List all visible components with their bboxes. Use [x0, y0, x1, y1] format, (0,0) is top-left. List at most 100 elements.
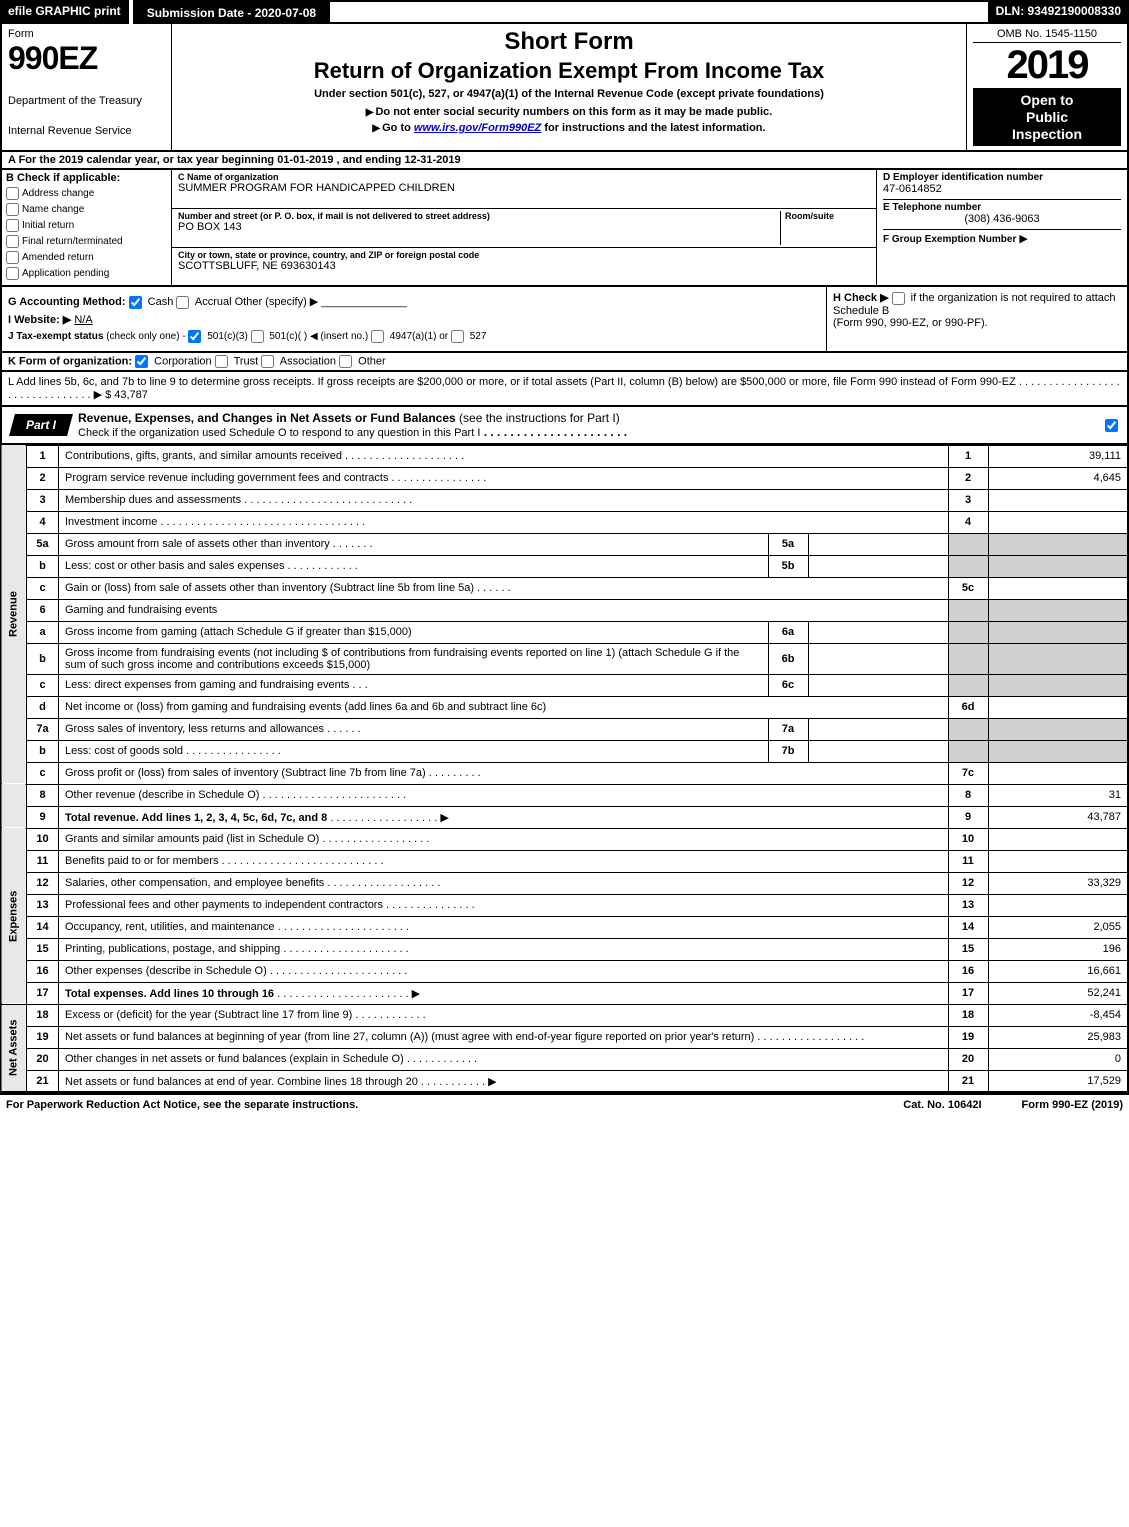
section-c: C Name of organization SUMMER PROGRAM FO… — [172, 170, 877, 285]
tel-value: (308) 436-9063 — [883, 213, 1121, 225]
dept-treasury: Department of the Treasury — [8, 95, 165, 107]
form-number: 990EZ — [8, 40, 165, 77]
org-address: PO BOX 143 — [178, 221, 780, 233]
chk-application-pending[interactable]: Application pending — [6, 267, 167, 280]
line5b-value — [808, 555, 948, 577]
chk-association[interactable] — [261, 355, 274, 368]
part1-check-line: Check if the organization used Schedule … — [78, 427, 480, 439]
expenses-sidelabel: Expenses — [1, 828, 27, 1004]
revenue-sidelabel: Revenue — [1, 445, 27, 784]
arrow-icon: ▶ — [1019, 233, 1027, 245]
g-label: G Accounting Method: — [8, 296, 126, 308]
irs-link[interactable]: www.irs.gov/Form990EZ — [414, 122, 541, 134]
ein-value: 47-0614852 — [883, 183, 1121, 195]
netassets-sidelabel: Net Assets — [1, 1004, 27, 1092]
line10-value — [988, 828, 1128, 850]
chk-final-return[interactable]: Final return/terminated — [6, 235, 167, 248]
top-bar: efile GRAPHIC print Submission Date - 20… — [0, 0, 1129, 24]
form-word: Form — [8, 28, 165, 40]
chk-4947[interactable] — [371, 330, 384, 343]
line6b-value — [808, 643, 948, 674]
header-center: Short Form Return of Organization Exempt… — [172, 24, 967, 150]
org-name: SUMMER PROGRAM FOR HANDICAPPED CHILDREN — [178, 182, 870, 194]
chk-501c[interactable] — [251, 330, 264, 343]
k-label: K Form of organization: — [8, 355, 132, 367]
h-sub: (Form 990, 990-EZ, or 990-PF). — [833, 317, 988, 329]
line13-value — [988, 894, 1128, 916]
section-b-header: B Check if applicable: — [6, 172, 167, 184]
line11-value — [988, 850, 1128, 872]
chk-527[interactable] — [451, 330, 464, 343]
chk-initial-return[interactable]: Initial return — [6, 219, 167, 232]
line7c-value — [988, 762, 1128, 784]
gh-row: G Accounting Method: Cash Accrual Other … — [0, 287, 1129, 353]
city-label: City or town, state or province, country… — [178, 250, 870, 260]
line20-value: 0 — [988, 1048, 1128, 1070]
line15-value: 196 — [988, 938, 1128, 960]
chk-schedule-o[interactable] — [1105, 419, 1118, 432]
section-b: B Check if applicable: Address change Na… — [2, 170, 172, 285]
line18-value: -8,454 — [988, 1004, 1128, 1026]
line2-value: 4,645 — [988, 467, 1128, 489]
section-k: K Form of organization: Corporation Trus… — [0, 353, 1129, 372]
line1-value: 39,111 — [988, 445, 1128, 467]
part1-title: Revenue, Expenses, and Changes in Net As… — [70, 407, 1105, 443]
chk-amended-return[interactable]: Amended return — [6, 251, 167, 264]
page-footer: For Paperwork Reduction Act Notice, see … — [0, 1093, 1129, 1115]
line4-value — [988, 511, 1128, 533]
line8-value: 31 — [988, 784, 1128, 806]
line3-value — [988, 489, 1128, 511]
efile-label[interactable]: efile GRAPHIC print — [0, 0, 129, 24]
part1-table: Revenue 1Contributions, gifts, grants, a… — [0, 445, 1129, 1094]
chk-address-change[interactable]: Address change — [6, 187, 167, 200]
chk-corporation[interactable] — [135, 355, 148, 368]
chk-schedule-b[interactable] — [892, 292, 905, 305]
line12-value: 33,329 — [988, 872, 1128, 894]
l-text: L Add lines 5b, 6c, and 7b to line 9 to … — [8, 376, 1016, 388]
inspection-badge: Open to Public Inspection — [973, 88, 1121, 146]
chk-accrual[interactable] — [176, 296, 189, 309]
line14-value: 2,055 — [988, 916, 1128, 938]
section-l: L Add lines 5b, 6c, and 7b to line 9 to … — [0, 372, 1129, 407]
line6c-value — [808, 674, 948, 696]
section-g-i: G Accounting Method: Cash Accrual Other … — [2, 287, 827, 351]
chk-cash[interactable] — [129, 296, 142, 309]
ssn-warning: Do not enter social security numbers on … — [375, 106, 772, 118]
chk-501c3[interactable] — [188, 330, 201, 343]
row-a-tax-year: A For the 2019 calendar year, or tax yea… — [0, 152, 1129, 170]
chk-trust[interactable] — [215, 355, 228, 368]
line5c-value — [988, 577, 1128, 599]
goto-pre: Go to — [382, 122, 414, 134]
header-left: Form 990EZ Department of the Treasury In… — [2, 24, 172, 150]
j-label: J Tax-exempt status — [8, 331, 103, 342]
inspect-line2: Public — [1026, 109, 1068, 125]
line7a-value — [808, 718, 948, 740]
group-exemption-label: F Group Exemption Number — [883, 234, 1016, 245]
j-note: (check only one) - — [106, 331, 185, 342]
paperwork-notice: For Paperwork Reduction Act Notice, see … — [6, 1099, 863, 1111]
chk-name-change[interactable]: Name change — [6, 203, 167, 216]
h-label: H Check ▶ — [833, 292, 889, 304]
inspect-line3: Inspection — [1012, 126, 1082, 142]
cat-number: Cat. No. 10642I — [863, 1099, 1021, 1111]
g-other: Other (specify) ▶ — [235, 296, 319, 308]
i-label: I Website: ▶ — [8, 314, 71, 326]
chk-other-org[interactable] — [339, 355, 352, 368]
line9-value: 43,787 — [988, 806, 1128, 828]
line21-value: 17,529 — [988, 1070, 1128, 1092]
line5a-value — [808, 533, 948, 555]
omb-number: OMB No. 1545-1150 — [973, 28, 1121, 43]
line6a-value — [808, 621, 948, 643]
top-spacer — [330, 0, 987, 24]
irs-label: Internal Revenue Service — [8, 125, 165, 137]
line19-value: 25,983 — [988, 1026, 1128, 1048]
subtitle: Under section 501(c), 527, or 4947(a)(1)… — [180, 88, 958, 100]
inspect-line1: Open to — [1021, 92, 1074, 108]
short-form-title: Short Form — [180, 28, 958, 56]
line6d-value — [988, 696, 1128, 718]
line17-value: 52,241 — [988, 982, 1128, 1004]
header-right: OMB No. 1545-1150 2019 Open to Public In… — [967, 24, 1127, 150]
part1-tab: Part I — [9, 414, 73, 436]
section-h: H Check ▶ if the organization is not req… — [827, 287, 1127, 351]
website-value: N/A — [74, 314, 92, 326]
